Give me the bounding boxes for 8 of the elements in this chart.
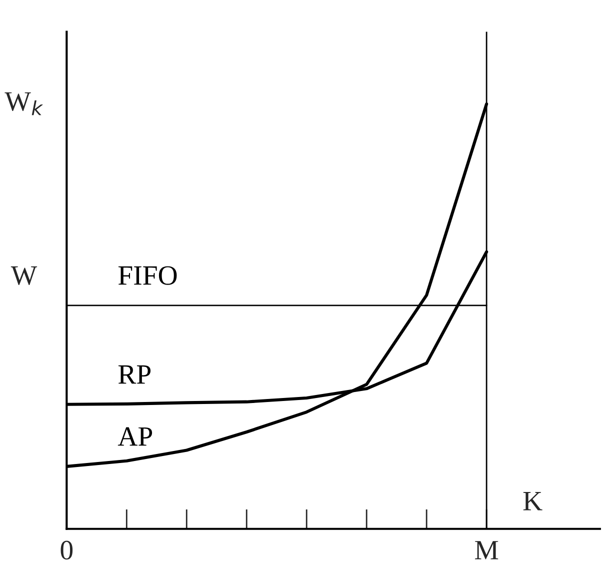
x-axis-title: K xyxy=(523,492,542,510)
series-label: AP xyxy=(118,427,152,446)
annotation: W xyxy=(10,266,38,286)
y-axis-title: W$_{k}$ xyxy=(4,92,44,116)
series-label: RP xyxy=(118,365,151,384)
series-label: FIFO xyxy=(118,266,177,285)
x-tick-label: M xyxy=(475,541,498,560)
x-tick-label: 0 xyxy=(60,540,73,560)
